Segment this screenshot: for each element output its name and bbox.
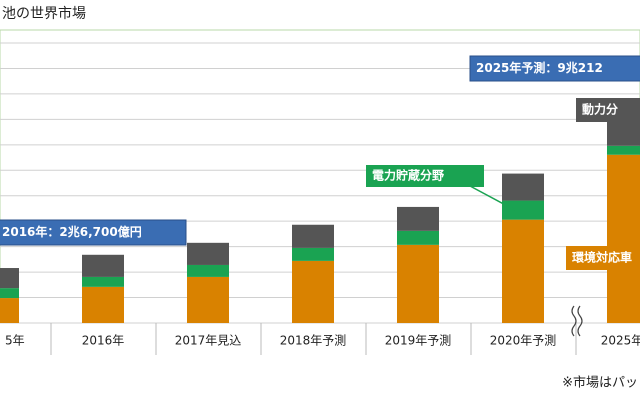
bar-segment	[82, 254, 124, 277]
bar-segment	[502, 219, 544, 323]
bar-segment	[502, 173, 544, 201]
bar-segment	[607, 154, 640, 323]
bar-segment	[0, 298, 19, 323]
axis-break	[571, 305, 583, 337]
bar-segment	[82, 286, 124, 323]
bar-segment	[187, 276, 229, 323]
x-tick-label: 2018年予測	[280, 334, 347, 348]
bar-segment	[187, 264, 229, 277]
series-label-box	[566, 246, 640, 270]
annotation-box	[0, 219, 187, 246]
bar-segment	[292, 247, 334, 261]
x-tick-label: 5年	[5, 334, 25, 348]
series-label: 動力分	[582, 102, 618, 117]
bar-segment	[292, 224, 334, 248]
break-line	[577, 305, 583, 337]
bar-segment	[607, 120, 640, 146]
series-label: 電力貯蔵分野	[372, 168, 444, 183]
x-tick-label: 2025年予	[601, 334, 640, 348]
bar-segment	[397, 230, 439, 245]
x-tick-label: 2017年見込	[175, 334, 242, 348]
x-tick-label: 2020年予測	[490, 334, 557, 348]
bar-segment	[82, 276, 124, 287]
bar-segment	[187, 242, 229, 265]
annotation-box	[469, 55, 640, 82]
bar-segment	[292, 260, 334, 323]
bar-segment	[502, 200, 544, 220]
marks: 5年 2016年 2017年見込 2018年予測 2019年予測 2020年予測 2025年…	[0, 42, 640, 355]
series-label-box	[576, 98, 640, 122]
bar-segment	[607, 145, 640, 155]
annotation: 2016年：2兆6,700億円	[2, 224, 142, 239]
x-tick-label: 2016年	[82, 334, 125, 348]
bar-segment	[0, 268, 19, 289]
annotation: 2025年予測：9兆212	[476, 60, 603, 75]
chart-title: 池の世界市場	[2, 5, 86, 22]
bar-segment	[397, 206, 439, 231]
series-label: 環境対応車	[572, 250, 632, 265]
bar-segment	[397, 244, 439, 323]
x-tick-label: 2019年予測	[385, 334, 452, 348]
bar-segment	[0, 288, 19, 299]
break-line	[571, 305, 577, 337]
leader-line	[469, 185, 516, 211]
series-label-box	[366, 165, 484, 187]
footnote: ※市場はパッ	[562, 375, 638, 391]
